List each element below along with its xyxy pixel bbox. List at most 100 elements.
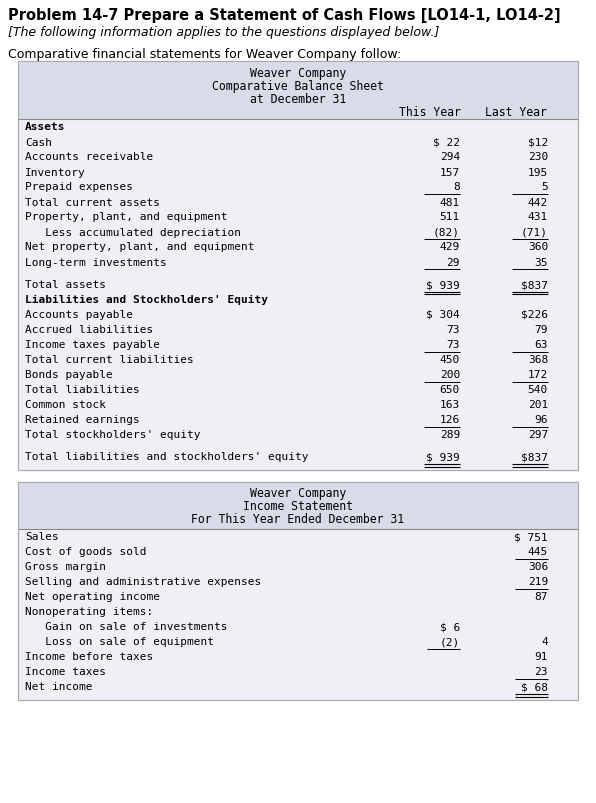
- Text: Accrued liabilities: Accrued liabilities: [25, 324, 153, 335]
- Text: Problem 14-7 Prepare a Statement of Cash Flows [LO14-1, LO14-2]: Problem 14-7 Prepare a Statement of Cash…: [8, 8, 561, 23]
- Text: 35: 35: [535, 257, 548, 267]
- Text: 431: 431: [527, 212, 548, 222]
- Text: Income taxes payable: Income taxes payable: [25, 340, 160, 349]
- Text: This Year: This Year: [399, 106, 461, 119]
- Text: Sales: Sales: [25, 532, 59, 542]
- Bar: [18, 62, 578, 471]
- Text: 29: 29: [446, 257, 460, 267]
- Text: Nonoperating items:: Nonoperating items:: [25, 607, 153, 617]
- Text: Weaver Company: Weaver Company: [250, 487, 346, 499]
- Bar: [18, 483, 578, 529]
- Text: $12: $12: [527, 137, 548, 147]
- Text: $ 6: $ 6: [440, 622, 460, 632]
- Text: $837: $837: [521, 279, 548, 290]
- Text: $226: $226: [521, 310, 548, 320]
- Text: $ 304: $ 304: [426, 310, 460, 320]
- Text: 126: 126: [440, 414, 460, 425]
- Text: 96: 96: [535, 414, 548, 425]
- Text: (82): (82): [433, 227, 460, 237]
- Text: 163: 163: [440, 400, 460, 410]
- Text: 511: 511: [440, 212, 460, 222]
- Text: 650: 650: [440, 385, 460, 394]
- Text: 429: 429: [440, 243, 460, 252]
- Text: Weaver Company: Weaver Company: [250, 67, 346, 80]
- Text: Comparative financial statements for Weaver Company follow:: Comparative financial statements for Wea…: [8, 48, 401, 61]
- Text: 481: 481: [440, 198, 460, 207]
- Text: $ 22: $ 22: [433, 137, 460, 147]
- Text: 79: 79: [535, 324, 548, 335]
- Text: Long-term investments: Long-term investments: [25, 257, 167, 267]
- Text: 23: 23: [535, 666, 548, 677]
- Text: Last Year: Last Year: [485, 106, 547, 119]
- Text: 540: 540: [527, 385, 548, 394]
- Text: 289: 289: [440, 430, 460, 439]
- Text: 172: 172: [527, 369, 548, 380]
- Text: 5: 5: [541, 182, 548, 192]
- Text: (71): (71): [521, 227, 548, 237]
- Text: 73: 73: [446, 340, 460, 349]
- Text: Comparative Balance Sheet: Comparative Balance Sheet: [212, 80, 384, 93]
- Text: Less accumulated depreciation: Less accumulated depreciation: [25, 227, 241, 237]
- Text: $837: $837: [521, 452, 548, 462]
- Text: Property, plant, and equipment: Property, plant, and equipment: [25, 212, 228, 222]
- Text: Gain on sale of investments: Gain on sale of investments: [25, 622, 228, 632]
- Text: Total stockholders' equity: Total stockholders' equity: [25, 430, 200, 439]
- Text: Net income: Net income: [25, 682, 92, 691]
- Text: 294: 294: [440, 153, 460, 162]
- Bar: [18, 483, 578, 700]
- Text: $ 751: $ 751: [514, 532, 548, 542]
- Text: Net operating income: Net operating income: [25, 592, 160, 601]
- Text: 157: 157: [440, 167, 460, 177]
- Text: 368: 368: [527, 355, 548, 365]
- Text: Accounts payable: Accounts payable: [25, 310, 133, 320]
- Text: 219: 219: [527, 577, 548, 587]
- Text: 87: 87: [535, 592, 548, 601]
- Text: 201: 201: [527, 400, 548, 410]
- Text: Total liabilities: Total liabilities: [25, 385, 139, 394]
- Text: Prepaid expenses: Prepaid expenses: [25, 182, 133, 192]
- Text: 195: 195: [527, 167, 548, 177]
- Text: Common stock: Common stock: [25, 400, 106, 410]
- Text: Income taxes: Income taxes: [25, 666, 106, 677]
- Text: $ 939: $ 939: [426, 279, 460, 290]
- Text: Net property, plant, and equipment: Net property, plant, and equipment: [25, 243, 254, 252]
- Text: Cash: Cash: [25, 137, 52, 147]
- Text: Bonds payable: Bonds payable: [25, 369, 113, 380]
- Text: 230: 230: [527, 153, 548, 162]
- Text: Loss on sale of equipment: Loss on sale of equipment: [25, 637, 214, 646]
- Text: Cost of goods sold: Cost of goods sold: [25, 547, 147, 556]
- Text: Selling and administrative expenses: Selling and administrative expenses: [25, 577, 261, 587]
- Text: 8: 8: [453, 182, 460, 192]
- Text: (2): (2): [440, 637, 460, 646]
- Text: at December 31: at December 31: [250, 93, 346, 106]
- Bar: [18, 62, 578, 471]
- Text: Income Statement: Income Statement: [243, 499, 353, 512]
- Text: Income before taxes: Income before taxes: [25, 652, 153, 662]
- Text: Total liabilities and stockholders' equity: Total liabilities and stockholders' equi…: [25, 452, 309, 462]
- Text: [The following information applies to the questions displayed below.]: [The following information applies to th…: [8, 26, 439, 39]
- Text: 442: 442: [527, 198, 548, 207]
- Text: Total assets: Total assets: [25, 279, 106, 290]
- Text: 360: 360: [527, 243, 548, 252]
- Text: Total current assets: Total current assets: [25, 198, 160, 207]
- Text: 306: 306: [527, 562, 548, 572]
- Text: $ 68: $ 68: [521, 682, 548, 691]
- Text: 297: 297: [527, 430, 548, 439]
- Text: 4: 4: [541, 637, 548, 646]
- Text: Gross margin: Gross margin: [25, 562, 106, 572]
- Bar: [18, 483, 578, 700]
- Text: 450: 450: [440, 355, 460, 365]
- Text: 445: 445: [527, 547, 548, 556]
- Bar: [18, 62, 578, 120]
- Text: 63: 63: [535, 340, 548, 349]
- Text: Liabilities and Stockholders' Equity: Liabilities and Stockholders' Equity: [25, 295, 268, 304]
- Text: 91: 91: [535, 652, 548, 662]
- Text: 73: 73: [446, 324, 460, 335]
- Text: Inventory: Inventory: [25, 167, 86, 177]
- Text: For This Year Ended December 31: For This Year Ended December 31: [191, 512, 405, 525]
- Text: Accounts receivable: Accounts receivable: [25, 153, 153, 162]
- Text: Assets: Assets: [25, 122, 66, 132]
- Text: 200: 200: [440, 369, 460, 380]
- Text: $ 939: $ 939: [426, 452, 460, 462]
- Text: Total current liabilities: Total current liabilities: [25, 355, 194, 365]
